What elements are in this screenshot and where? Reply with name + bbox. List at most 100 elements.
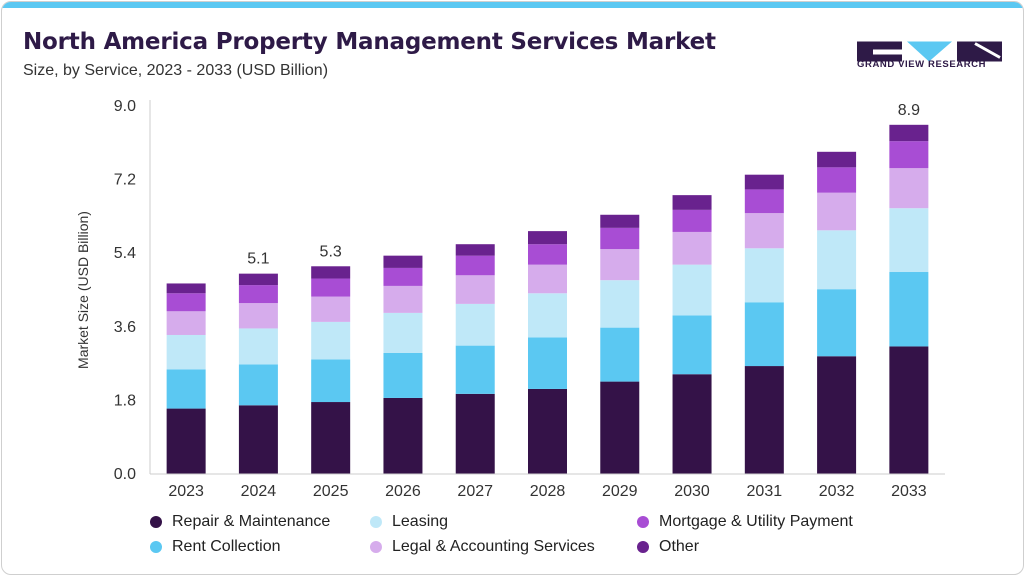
bar-segment xyxy=(455,345,495,394)
bar-series xyxy=(166,124,929,474)
bar-total-label: 5.3 xyxy=(320,243,342,260)
bar-segment xyxy=(528,244,567,265)
chart-legend: Repair & Maintenance Rent Collection Leasi… xyxy=(150,513,950,561)
bar-segment xyxy=(238,285,278,304)
bar-segment xyxy=(672,195,712,210)
legend-item: Rent Collection xyxy=(150,538,281,556)
legend-item: Mortgage & Utility Payment xyxy=(637,513,853,531)
bar-segment xyxy=(672,264,712,316)
bar-segment xyxy=(672,374,712,474)
logo-block-right-slash xyxy=(974,42,1001,59)
bar-segment xyxy=(889,168,929,209)
x-tick-label: 2033 xyxy=(891,483,927,500)
y-axis: 0.0 1.8 3.6 5.4 7.2 9.0 Market Size (USD Billi… xyxy=(75,98,151,483)
bar-segment xyxy=(238,405,278,474)
legend-swatch xyxy=(370,516,382,528)
legend-label: Rent Collection xyxy=(172,538,281,555)
y-tick-label: 7.2 xyxy=(114,172,136,189)
bar-segment xyxy=(311,266,351,279)
bar-total-label: 5.1 xyxy=(247,251,269,268)
bar-segment xyxy=(744,302,784,367)
logo-block-left-notch xyxy=(873,49,902,55)
bar-segment xyxy=(311,278,351,297)
legend-swatch xyxy=(370,541,382,553)
x-tick-label: 2023 xyxy=(168,483,204,500)
bar-segment xyxy=(528,231,567,245)
bar-segment xyxy=(528,337,567,389)
x-tick-label: 2031 xyxy=(747,483,783,500)
bar-segment xyxy=(238,328,278,365)
x-tick-label: 2027 xyxy=(457,483,493,500)
bar-segment xyxy=(528,293,567,338)
logo-block-right xyxy=(957,41,1002,62)
legend-label: Leasing xyxy=(392,513,449,530)
bar-segment xyxy=(455,244,495,256)
bar-segment xyxy=(672,209,712,232)
x-tick-label: 2028 xyxy=(530,483,566,500)
legend-label: Legal & Accounting Services xyxy=(392,538,595,555)
bar-segment xyxy=(238,273,278,286)
bar-segment xyxy=(166,311,206,335)
y-tick-label: 3.6 xyxy=(114,319,136,336)
bar-segment xyxy=(600,327,640,382)
bar-segment xyxy=(817,167,857,193)
bar-segment xyxy=(889,346,929,474)
y-tick-label: 9.0 xyxy=(114,98,136,115)
bar-segment xyxy=(817,192,857,231)
bar-segment xyxy=(238,303,278,329)
bar-segment xyxy=(744,174,784,190)
bar-segment xyxy=(455,275,495,304)
legend-item: Other xyxy=(637,538,699,556)
bar-total-label: 8.9 xyxy=(898,102,920,119)
bar-segment xyxy=(311,402,351,474)
bar-segment xyxy=(744,213,784,249)
legend-item: Legal & Accounting Services xyxy=(370,538,595,556)
bar-segment xyxy=(889,272,929,347)
y-tick-label: 0.0 xyxy=(114,466,136,483)
bar-segment xyxy=(238,364,278,406)
data-labels: 5.1 5.3 8.9 xyxy=(247,102,920,268)
bar-segment xyxy=(889,124,929,142)
bar-segment xyxy=(383,267,423,286)
x-axis: 2023 2024 2025 2026 2027 2028 2029 2030 2031 2032… xyxy=(150,473,945,500)
bar-segment xyxy=(311,296,351,322)
x-tick-label: 2025 xyxy=(313,483,349,500)
legend-label: Mortgage & Utility Payment xyxy=(659,513,853,530)
legend-label: Repair & Maintenance xyxy=(172,513,331,530)
legend-item: Leasing xyxy=(370,513,448,531)
bar-segment xyxy=(817,289,857,357)
bar-segment xyxy=(383,255,423,268)
bar-segment xyxy=(817,356,857,474)
bar-segment xyxy=(817,230,857,290)
y-tick-label: 1.8 xyxy=(114,392,136,409)
bar-segment xyxy=(889,208,929,273)
bar-segment xyxy=(600,214,640,228)
x-tick-label: 2026 xyxy=(385,483,421,500)
bar-segment xyxy=(166,334,206,370)
legend-swatch xyxy=(150,516,162,528)
logo-wordmark: GRAND VIEW RESEARCH xyxy=(857,59,987,70)
x-tick-label: 2032 xyxy=(819,483,855,500)
bar-segment xyxy=(311,359,351,403)
bar-segment xyxy=(600,249,640,281)
bar-segment xyxy=(528,264,567,294)
bar-segment xyxy=(744,189,784,214)
bar-segment xyxy=(600,381,640,474)
legend-swatch xyxy=(150,541,162,553)
bar-segment xyxy=(311,321,351,360)
bar-segment xyxy=(889,141,929,169)
bar-segment xyxy=(383,352,423,398)
y-tick-label: 5.4 xyxy=(114,245,136,262)
bar-segment xyxy=(166,283,206,294)
bar-segment xyxy=(817,151,857,168)
bar-segment xyxy=(744,248,784,303)
bar-segment xyxy=(672,231,712,265)
x-tick-label: 2029 xyxy=(602,483,638,500)
grand-view-research-logo xyxy=(857,41,1002,62)
bar-segment xyxy=(528,388,567,474)
legend-label: Other xyxy=(659,538,700,555)
bar-segment xyxy=(166,408,206,474)
bar-segment xyxy=(600,280,640,328)
bar-segment xyxy=(166,293,206,312)
